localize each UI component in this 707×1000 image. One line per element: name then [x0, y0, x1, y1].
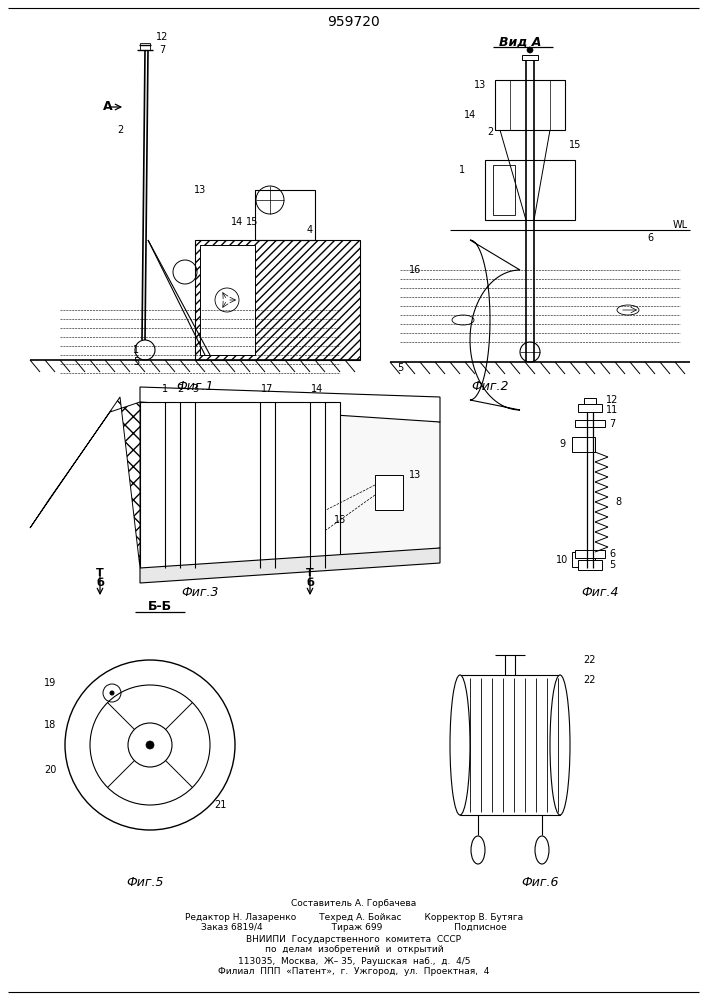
Polygon shape: [572, 437, 595, 452]
Text: 14: 14: [231, 217, 243, 227]
Text: 8: 8: [615, 497, 621, 507]
Text: ВНИИПИ  Государственного  комитета  СССР: ВНИИПИ Государственного комитета СССР: [247, 934, 462, 944]
Ellipse shape: [450, 675, 470, 815]
Text: Б-Б: Б-Б: [148, 600, 172, 613]
Polygon shape: [200, 245, 255, 355]
Text: 13: 13: [409, 470, 421, 480]
Polygon shape: [30, 397, 140, 568]
Text: 959720: 959720: [327, 15, 380, 29]
Text: б: б: [306, 578, 314, 588]
Text: 20: 20: [44, 765, 56, 775]
Text: 1: 1: [133, 345, 139, 355]
Polygon shape: [575, 420, 605, 427]
Polygon shape: [522, 55, 538, 60]
Text: 6: 6: [609, 549, 615, 559]
Circle shape: [110, 691, 114, 695]
Text: Заказ 6819/4                        Тираж 699                         Подписное: Заказ 6819/4 Тираж 699 Подписное: [201, 924, 507, 932]
Polygon shape: [575, 550, 605, 558]
Text: 10: 10: [556, 555, 568, 565]
Text: Редактор Н. Лазаренко        Техред А. Бойкас        Корректор В. Бутяга: Редактор Н. Лазаренко Техред А. Бойкас К…: [185, 912, 523, 922]
Polygon shape: [195, 240, 360, 360]
Text: Фиг.2: Фиг.2: [472, 379, 509, 392]
Text: 5: 5: [397, 363, 403, 373]
Text: 15: 15: [334, 515, 346, 525]
Polygon shape: [140, 548, 440, 583]
Text: по  делам  изобретений  и  открытий: по делам изобретений и открытий: [264, 946, 443, 954]
Text: 5: 5: [133, 357, 139, 367]
Text: 1: 1: [162, 384, 168, 394]
Text: A: A: [103, 101, 113, 113]
Text: 13: 13: [474, 80, 486, 90]
Polygon shape: [140, 402, 340, 568]
Text: Т: Т: [306, 568, 314, 578]
Ellipse shape: [550, 675, 570, 815]
Text: Фиг.3: Фиг.3: [181, 585, 218, 598]
Text: б: б: [96, 578, 104, 588]
Polygon shape: [578, 560, 602, 570]
Text: 5: 5: [609, 560, 615, 570]
Text: 7: 7: [159, 45, 165, 55]
Text: Фиг.4: Фиг.4: [581, 585, 619, 598]
Polygon shape: [584, 398, 596, 404]
Text: 14: 14: [464, 110, 476, 120]
Text: Составитель А. Горбачева: Составитель А. Горбачева: [291, 900, 416, 908]
Text: Филиал  ППП  «Патент»,  г.  Ужгород,  ул.  Проектная,  4: Филиал ППП «Патент», г. Ужгород, ул. Про…: [218, 968, 490, 976]
Text: 18: 18: [44, 720, 56, 730]
Text: 6: 6: [647, 233, 653, 243]
Text: 15: 15: [246, 217, 258, 227]
Text: WL: WL: [672, 220, 688, 230]
Text: 16: 16: [409, 265, 421, 275]
Circle shape: [146, 741, 154, 749]
Text: Вид А: Вид А: [499, 35, 541, 48]
Text: 12: 12: [606, 395, 618, 405]
Text: 12: 12: [156, 32, 168, 42]
Text: 21: 21: [214, 800, 226, 810]
Text: 4: 4: [307, 225, 313, 235]
Polygon shape: [140, 387, 440, 422]
Text: 2: 2: [177, 384, 183, 394]
Text: 13: 13: [194, 185, 206, 195]
Polygon shape: [578, 404, 602, 412]
Ellipse shape: [471, 836, 485, 864]
Text: 22: 22: [584, 655, 596, 665]
Text: 1: 1: [459, 165, 465, 175]
Text: 2: 2: [117, 125, 123, 135]
Text: 2: 2: [487, 127, 493, 137]
Polygon shape: [340, 402, 440, 568]
Text: 113035,  Москва,  Ж– 35,  Раушская  наб.,  д.  4/5: 113035, Москва, Ж– 35, Раушская наб., д.…: [238, 956, 470, 966]
Text: Фиг.5: Фиг.5: [127, 876, 164, 888]
Circle shape: [527, 47, 533, 53]
Text: 17: 17: [261, 384, 273, 394]
Text: 22: 22: [584, 675, 596, 685]
Text: 19: 19: [44, 678, 56, 688]
Polygon shape: [375, 475, 403, 510]
Ellipse shape: [535, 836, 549, 864]
Text: 9: 9: [559, 439, 565, 449]
Text: 7: 7: [609, 419, 615, 429]
Text: Т: Т: [96, 568, 104, 578]
Text: Фиг.6: Фиг.6: [521, 876, 559, 888]
Polygon shape: [572, 552, 595, 567]
Text: 3: 3: [192, 384, 198, 394]
Text: 14: 14: [311, 384, 323, 394]
Text: 11: 11: [606, 405, 618, 415]
Text: 15: 15: [569, 140, 581, 150]
Text: Фиг.1: Фиг.1: [176, 379, 214, 392]
Polygon shape: [140, 43, 150, 50]
